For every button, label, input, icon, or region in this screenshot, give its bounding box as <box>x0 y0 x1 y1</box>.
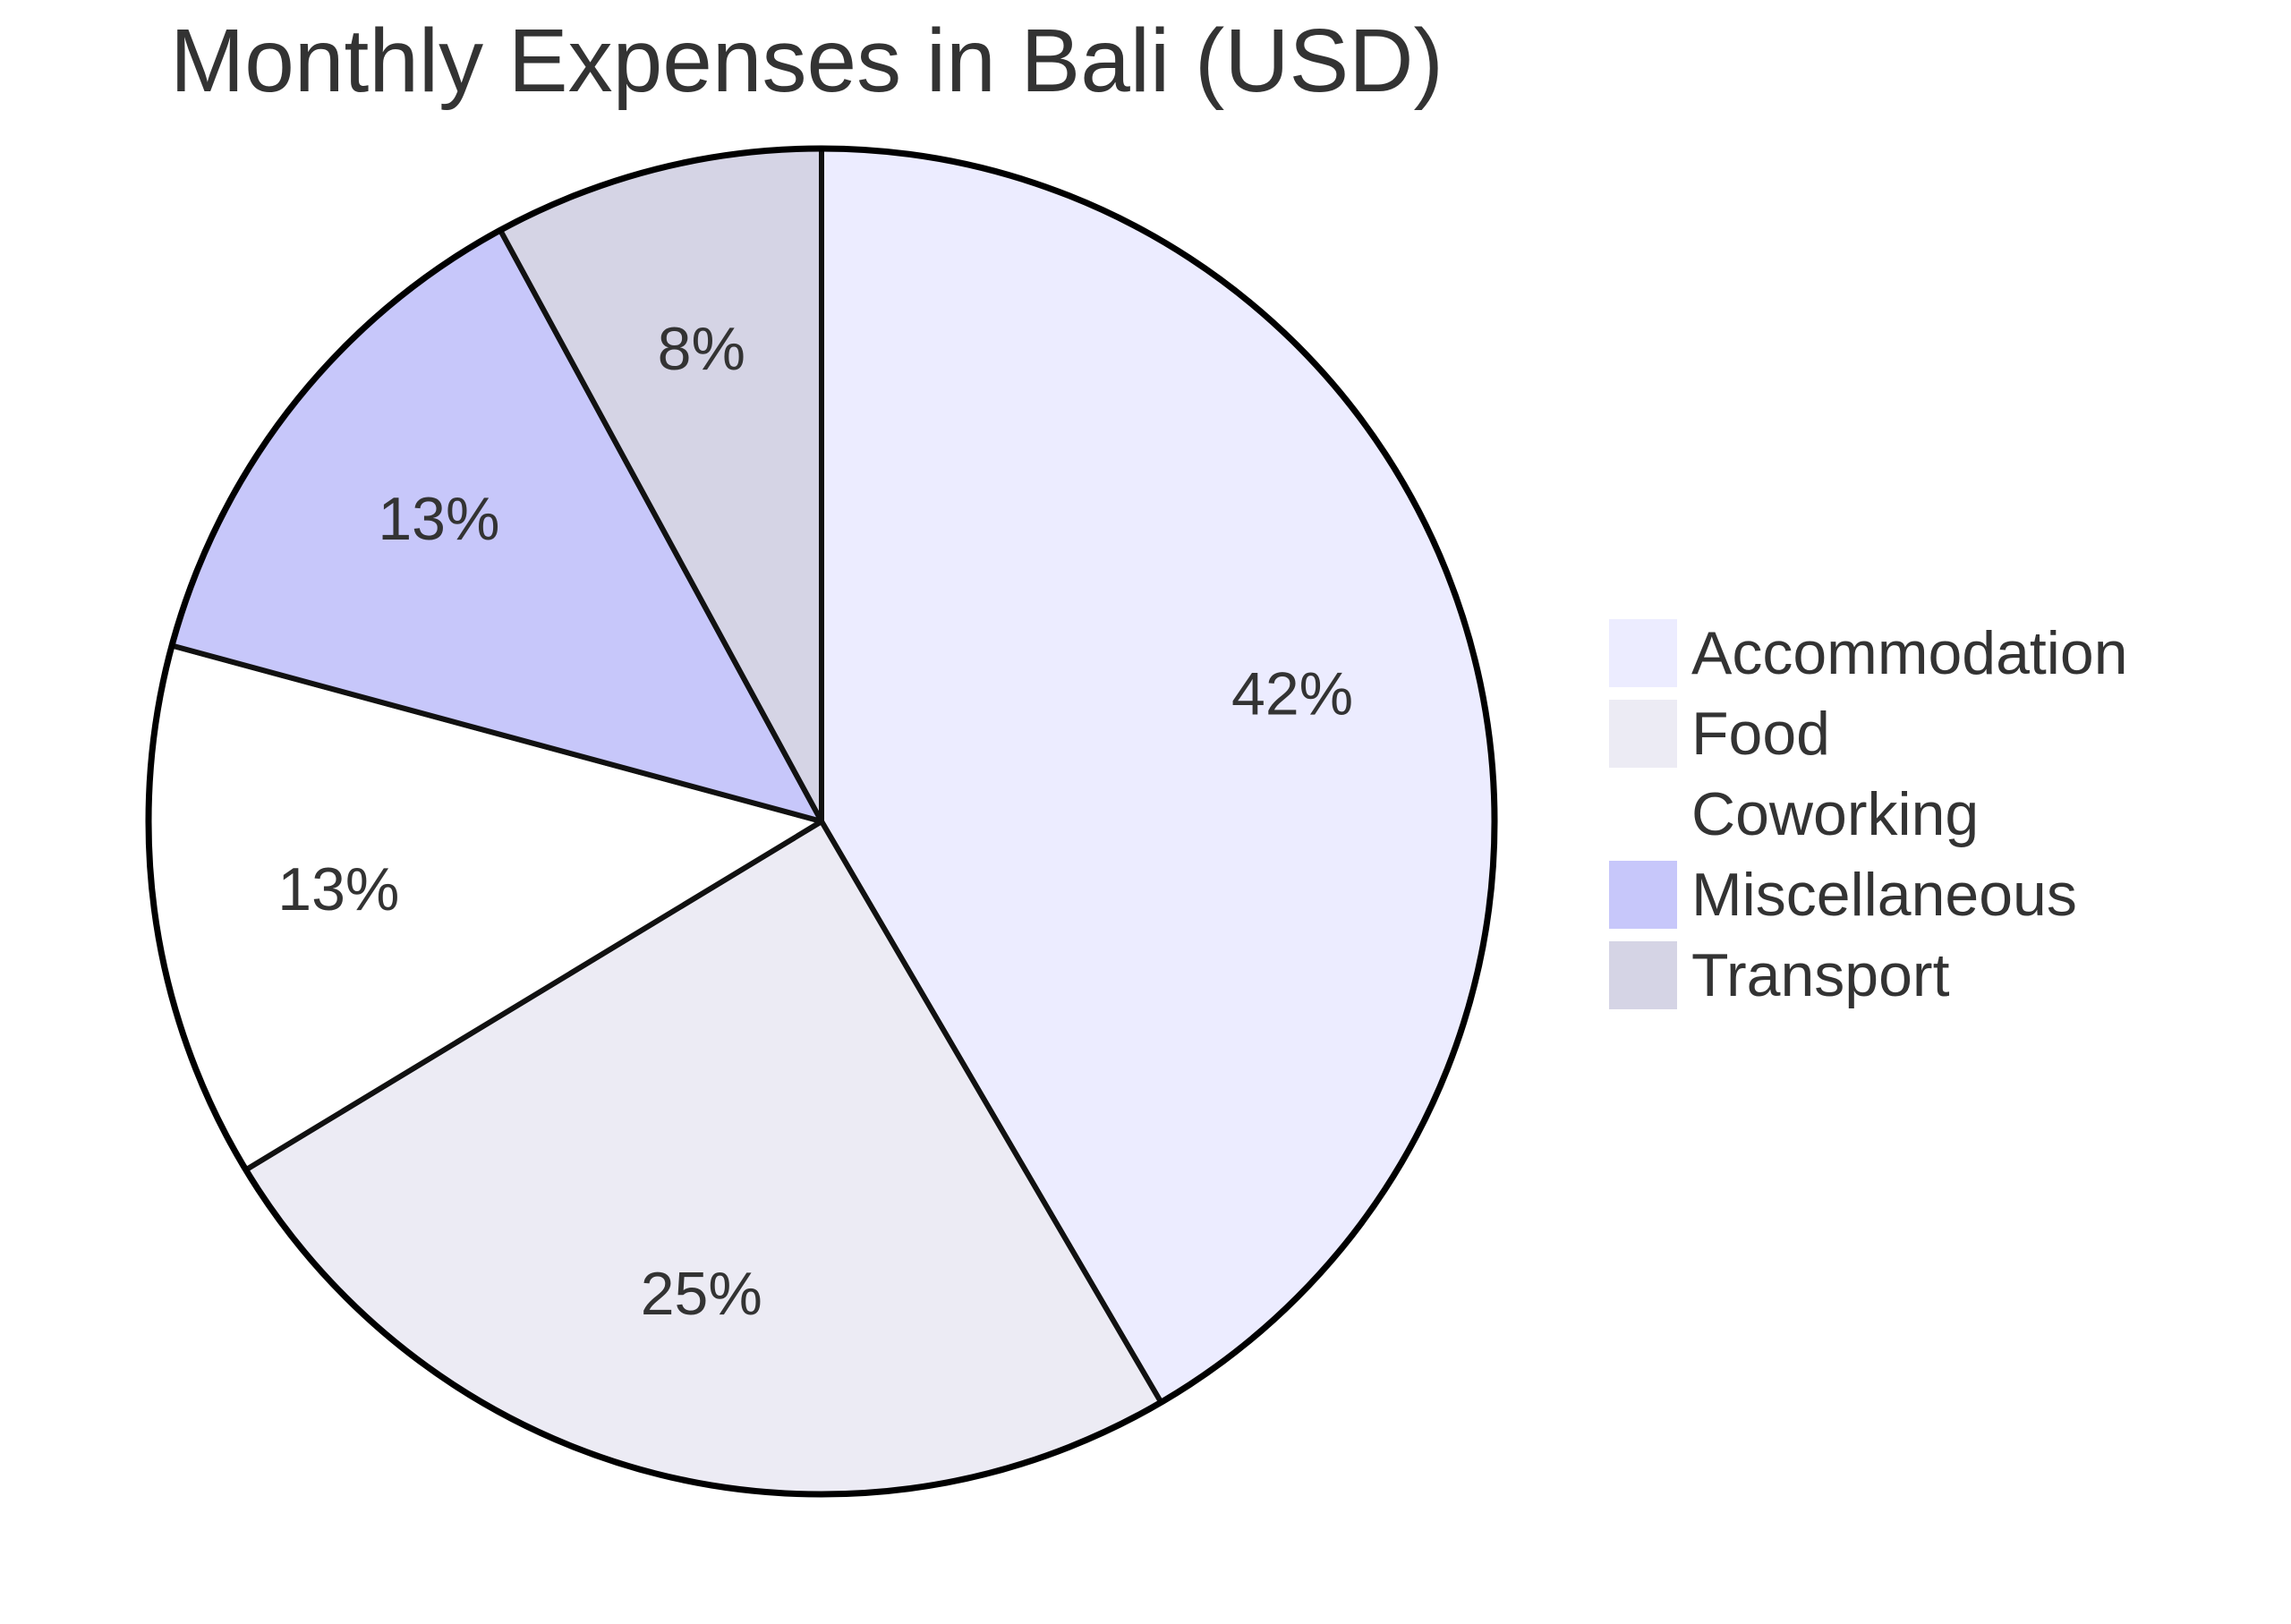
legend: Accommodation Food Coworking Miscellaneous T… <box>1609 619 2128 1009</box>
legend-label-coworking: Coworking <box>1691 780 1979 848</box>
slice-label-coworking: 13% <box>277 855 399 923</box>
legend-swatch-accommodation <box>1609 619 1677 687</box>
pie-labels: 42% 25% 13% 13% 8% <box>277 315 1353 1328</box>
legend-label-transport: Transport <box>1691 941 1950 1009</box>
pie-slices <box>146 146 1497 1497</box>
slice-label-accommodation: 42% <box>1231 660 1353 728</box>
legend-label-food: Food <box>1691 700 1830 768</box>
legend-swatch-transport <box>1609 941 1677 1009</box>
slice-label-miscellaneous: 13% <box>378 485 499 553</box>
slice-label-food: 25% <box>641 1260 762 1328</box>
chart-title: Monthly Expenses in Bali (USD) <box>170 11 1444 111</box>
legend-label-miscellaneous: Miscellaneous <box>1691 861 2077 929</box>
legend-swatch-miscellaneous <box>1609 861 1677 929</box>
legend-swatch-food <box>1609 700 1677 768</box>
legend-item-food: Food <box>1609 700 1830 768</box>
legend-swatch-coworking <box>1609 780 1677 848</box>
legend-item-coworking: Coworking <box>1609 780 1979 848</box>
legend-item-accommodation: Accommodation <box>1609 619 2128 687</box>
pie-outline <box>145 145 1498 1498</box>
legend-item-transport: Transport <box>1609 941 1950 1009</box>
legend-label-accommodation: Accommodation <box>1691 619 2128 687</box>
legend-item-miscellaneous: Miscellaneous <box>1609 861 2077 929</box>
slice-label-transport: 8% <box>658 315 745 383</box>
